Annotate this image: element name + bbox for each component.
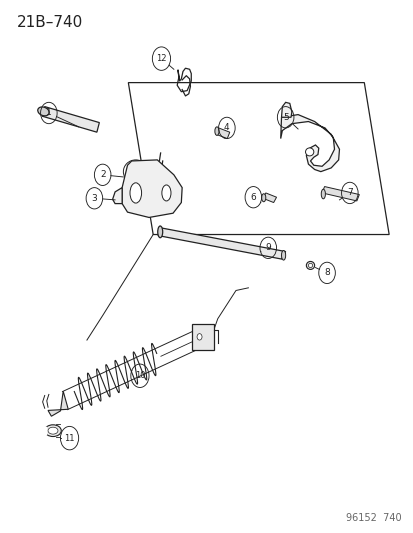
Text: 6: 6 bbox=[250, 193, 256, 201]
FancyBboxPatch shape bbox=[192, 324, 213, 350]
Text: 2: 2 bbox=[100, 171, 105, 179]
Text: 3: 3 bbox=[91, 194, 97, 203]
Polygon shape bbox=[280, 115, 339, 172]
Ellipse shape bbox=[305, 148, 313, 156]
Polygon shape bbox=[281, 102, 291, 117]
Ellipse shape bbox=[320, 189, 325, 199]
Ellipse shape bbox=[48, 427, 58, 434]
Text: 10: 10 bbox=[134, 372, 145, 380]
Polygon shape bbox=[48, 391, 68, 416]
Circle shape bbox=[197, 334, 202, 340]
Polygon shape bbox=[262, 193, 276, 203]
Text: 9: 9 bbox=[265, 244, 271, 252]
Polygon shape bbox=[112, 188, 122, 204]
Ellipse shape bbox=[130, 183, 141, 203]
Polygon shape bbox=[122, 160, 182, 217]
Ellipse shape bbox=[308, 263, 312, 268]
Text: 21B–740: 21B–740 bbox=[17, 15, 83, 30]
Polygon shape bbox=[321, 187, 358, 201]
Ellipse shape bbox=[261, 193, 265, 201]
Ellipse shape bbox=[306, 262, 314, 270]
Ellipse shape bbox=[214, 127, 218, 135]
Text: 7: 7 bbox=[346, 189, 352, 197]
Ellipse shape bbox=[161, 185, 171, 201]
Text: 11: 11 bbox=[64, 434, 75, 442]
Ellipse shape bbox=[38, 107, 49, 116]
Text: 96152  740: 96152 740 bbox=[345, 513, 401, 523]
Polygon shape bbox=[216, 128, 229, 139]
Text: 8: 8 bbox=[323, 269, 329, 277]
Ellipse shape bbox=[45, 425, 61, 437]
Text: 4: 4 bbox=[223, 124, 229, 132]
Text: 1: 1 bbox=[46, 109, 52, 117]
Ellipse shape bbox=[281, 251, 285, 260]
Text: 5: 5 bbox=[282, 113, 288, 122]
Polygon shape bbox=[158, 228, 285, 259]
Text: 12: 12 bbox=[156, 54, 166, 63]
Ellipse shape bbox=[157, 226, 162, 238]
Polygon shape bbox=[42, 107, 99, 132]
